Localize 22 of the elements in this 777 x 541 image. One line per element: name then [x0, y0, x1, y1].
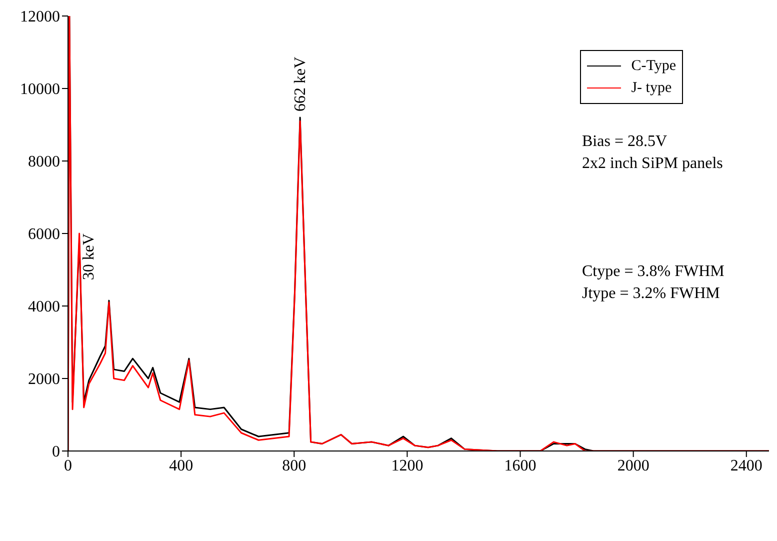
x-tick-label: 2400	[730, 457, 762, 474]
annotation: 30 keV	[80, 233, 98, 280]
y-tick-label: 8000	[28, 154, 60, 171]
annotation: Bias = 28.5V	[582, 132, 668, 152]
y-tick-label: 6000	[28, 226, 60, 244]
y-tick-label: 2000	[28, 371, 60, 388]
x-tick-label: 400	[169, 457, 194, 474]
x-tick-label: 1600	[504, 457, 536, 474]
x-tick-label: 1200	[391, 457, 424, 474]
x-tick-label: 2000	[617, 457, 650, 474]
y-tick-label: 12000	[20, 8, 60, 26]
annotation: 2x2 inch SiPM panels	[582, 154, 723, 174]
legend-label: C-Type	[631, 57, 676, 76]
y-tick-label: 4000	[28, 298, 60, 316]
x-tick-label: 800	[282, 457, 306, 474]
y-tick-label: 10000	[20, 81, 60, 98]
y-tick-label: 0	[52, 444, 60, 461]
annotation: Jtype = 3.2% FWHM	[582, 284, 720, 304]
annotation: Ctype = 3.8% FWHM	[582, 262, 724, 282]
annotation: 662 keV	[292, 56, 310, 112]
legend-label: J- type	[631, 79, 672, 98]
x-tick-label: 0	[64, 457, 72, 474]
